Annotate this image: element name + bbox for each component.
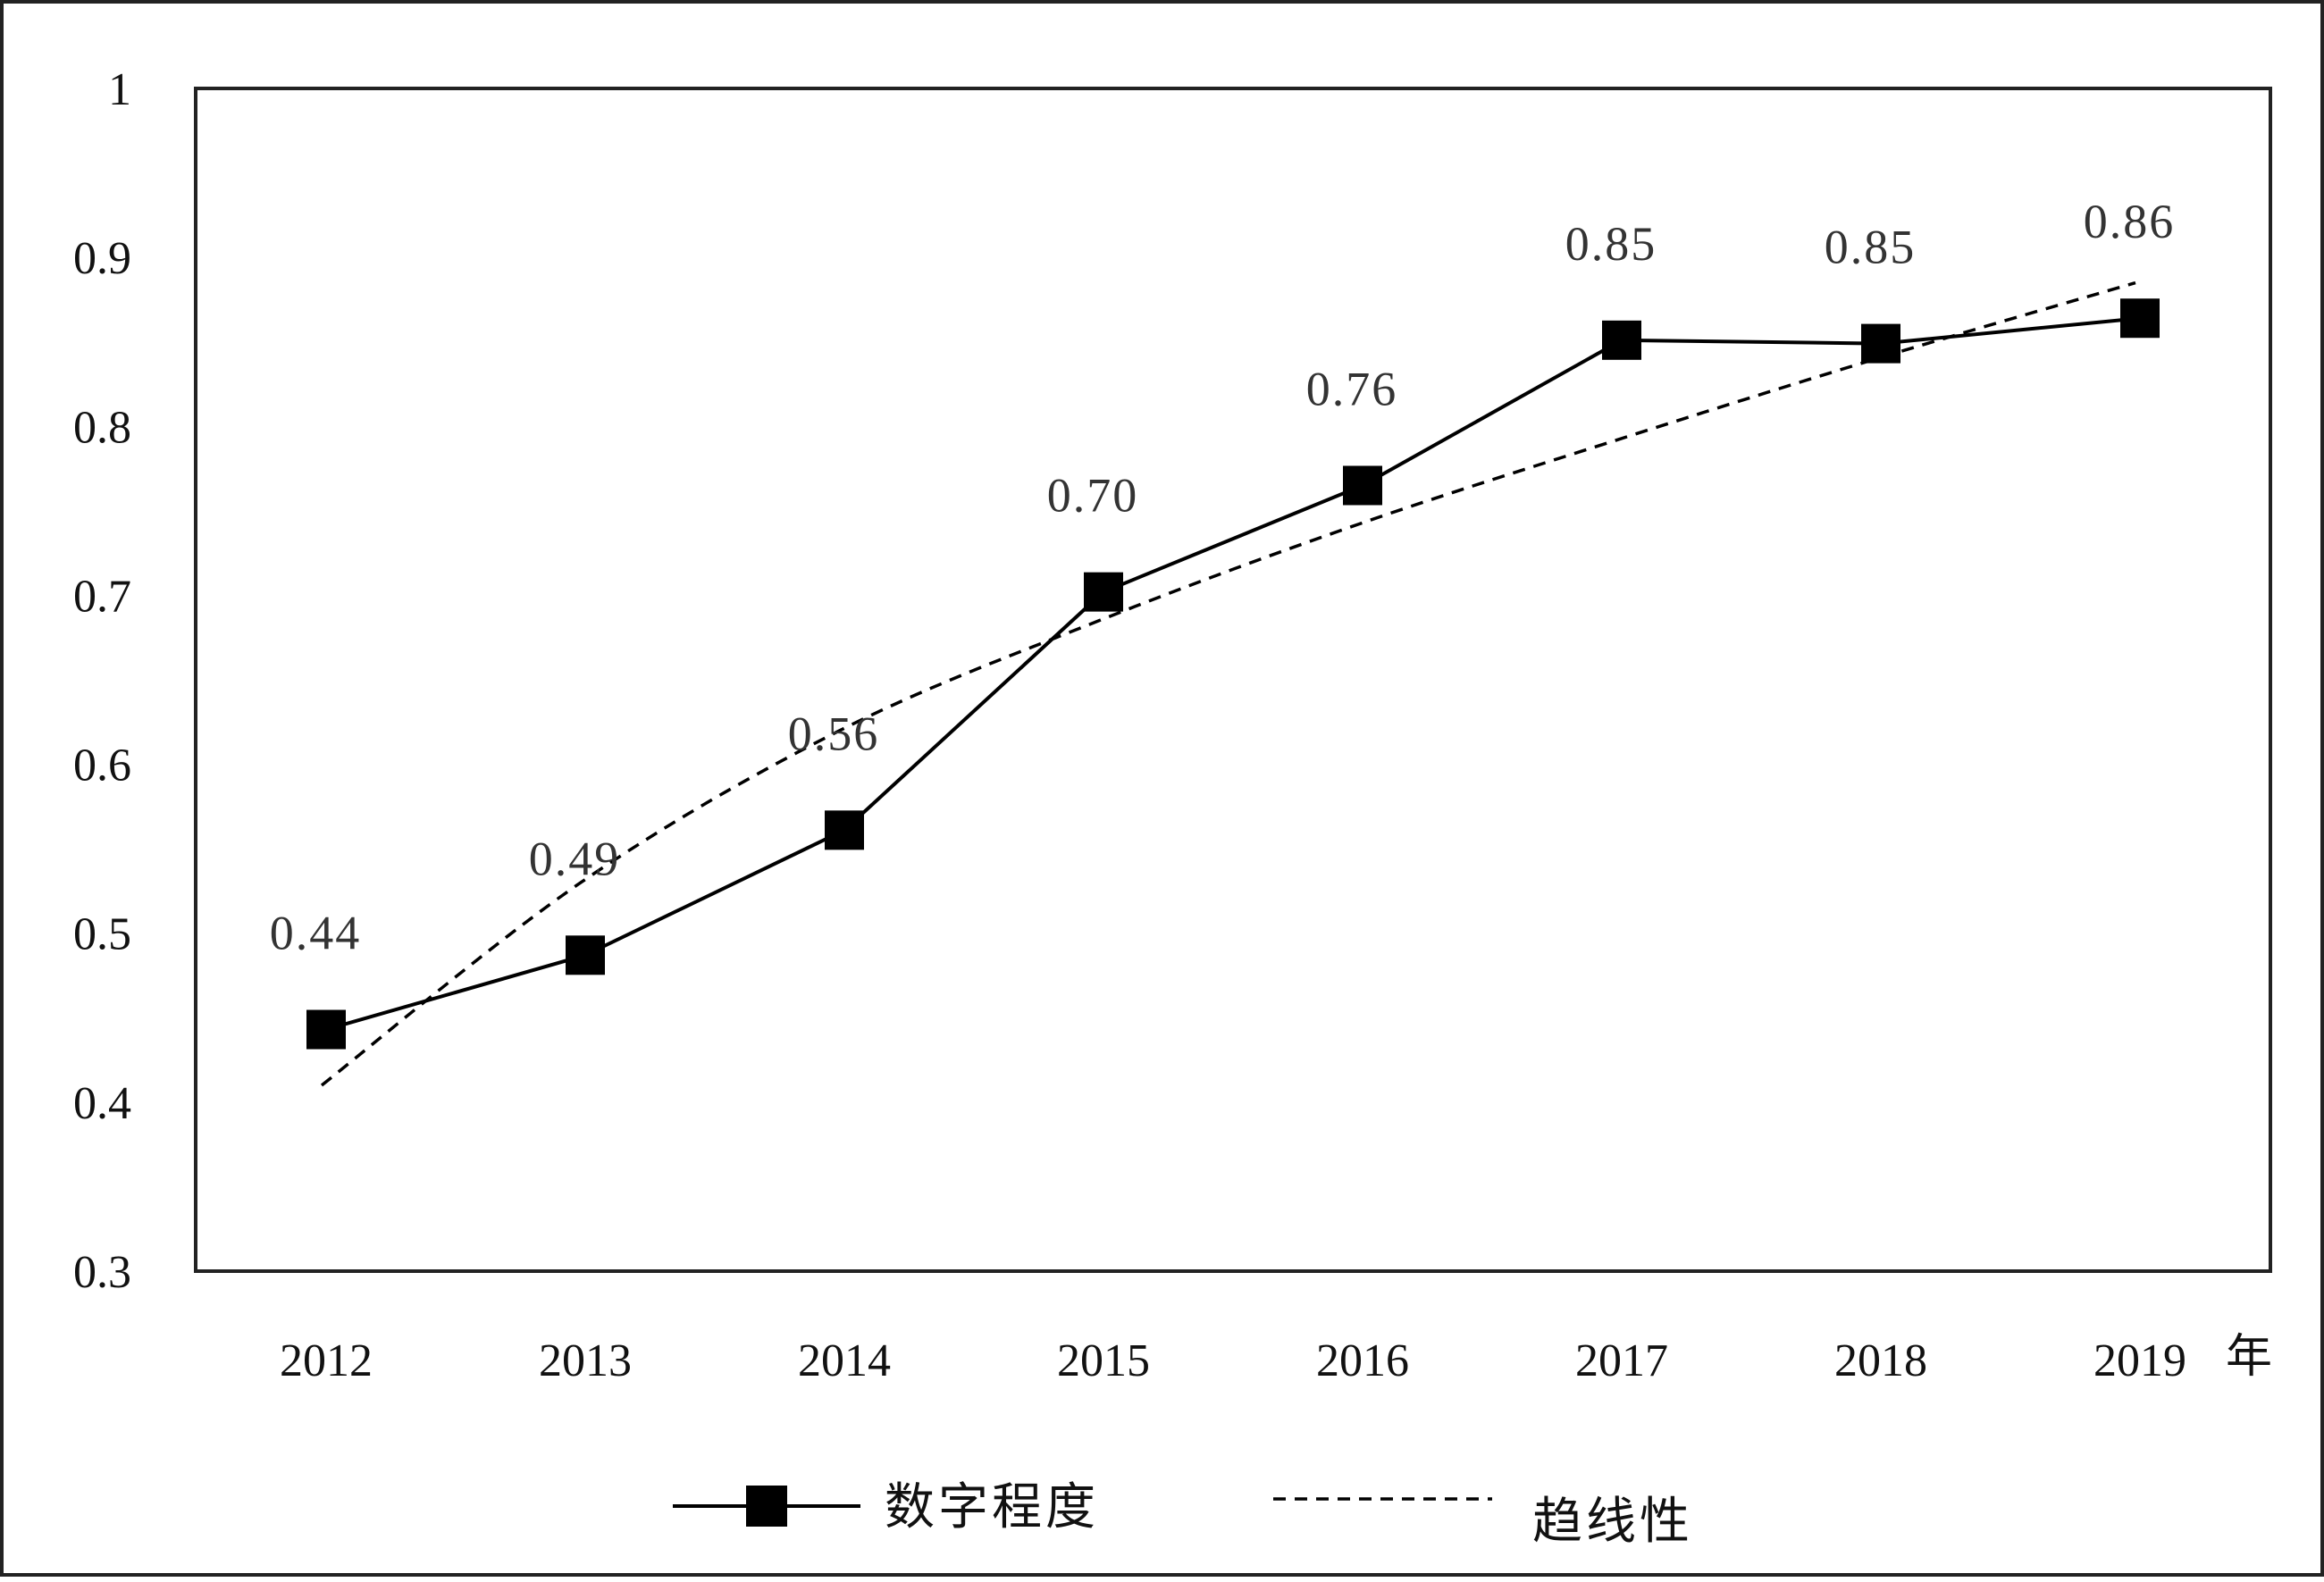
- data-value-label: 0.49: [529, 832, 621, 885]
- x-tick-label: 2012: [280, 1335, 373, 1386]
- data-value-label: 0.85: [1565, 217, 1657, 271]
- series-layer: [306, 298, 2160, 1050]
- legend: 数字程度 趋线性: [673, 1478, 1693, 1551]
- data-value-label: 0.86: [2084, 195, 2176, 248]
- x-axis-ticks: 2012 2013 2014 2015 2016 2017 2018 2019: [280, 1335, 2186, 1386]
- x-tick-label: 2019: [2093, 1335, 2186, 1386]
- x-tick-label: 2015: [1057, 1335, 1150, 1386]
- y-tick-label: 0.4: [73, 1078, 131, 1129]
- y-tick-label: 0.6: [73, 741, 131, 791]
- data-value-label: 0.70: [1047, 469, 1139, 523]
- data-point-marker: [1602, 320, 1641, 360]
- data-point-marker: [1343, 465, 1382, 506]
- x-axis-unit-label: 年: [2226, 1332, 2272, 1383]
- data-point-marker: [1861, 323, 1900, 364]
- x-tick-label: 2018: [1834, 1335, 1927, 1386]
- data-point-marker: [566, 935, 605, 975]
- y-tick-label: 0.9: [73, 233, 131, 284]
- x-tick-label: 2016: [1316, 1335, 1409, 1386]
- digital-degree-series-line: [325, 316, 2141, 1032]
- y-tick-label: 0.5: [73, 909, 131, 960]
- data-point-marker: [2120, 298, 2160, 339]
- data-value-label: 0.56: [788, 707, 880, 760]
- data-value-label: 0.85: [1825, 221, 1917, 274]
- legend-swatch-marker: [746, 1486, 787, 1527]
- x-tick-label: 2017: [1575, 1335, 1668, 1386]
- data-point-marker: [825, 810, 864, 850]
- y-tick-label: 1: [108, 64, 131, 115]
- data-point-marker: [1084, 572, 1123, 612]
- legend-label-trendline: 趋线性: [1532, 1493, 1693, 1551]
- y-tick-label: 0.8: [73, 402, 131, 453]
- plot-area: [194, 87, 2272, 1273]
- y-tick-label: 0.3: [73, 1247, 131, 1298]
- legend-label-digital-degree: 数字程度: [885, 1478, 1099, 1536]
- x-tick-label: 2013: [539, 1335, 632, 1386]
- data-value-label: 0.76: [1306, 362, 1398, 415]
- data-label-layer: 0.44 0.49 0.56 0.70 0.76 0.85 0.85 0.86: [270, 195, 2176, 960]
- y-tick-label: 0.7: [73, 571, 131, 622]
- data-point-marker: [306, 1009, 346, 1050]
- x-tick-label: 2014: [798, 1335, 891, 1386]
- y-axis-ticks: 0.3 0.4 0.5 0.6 0.7 0.8 0.9 1: [73, 64, 131, 1298]
- data-value-label: 0.44: [270, 907, 362, 960]
